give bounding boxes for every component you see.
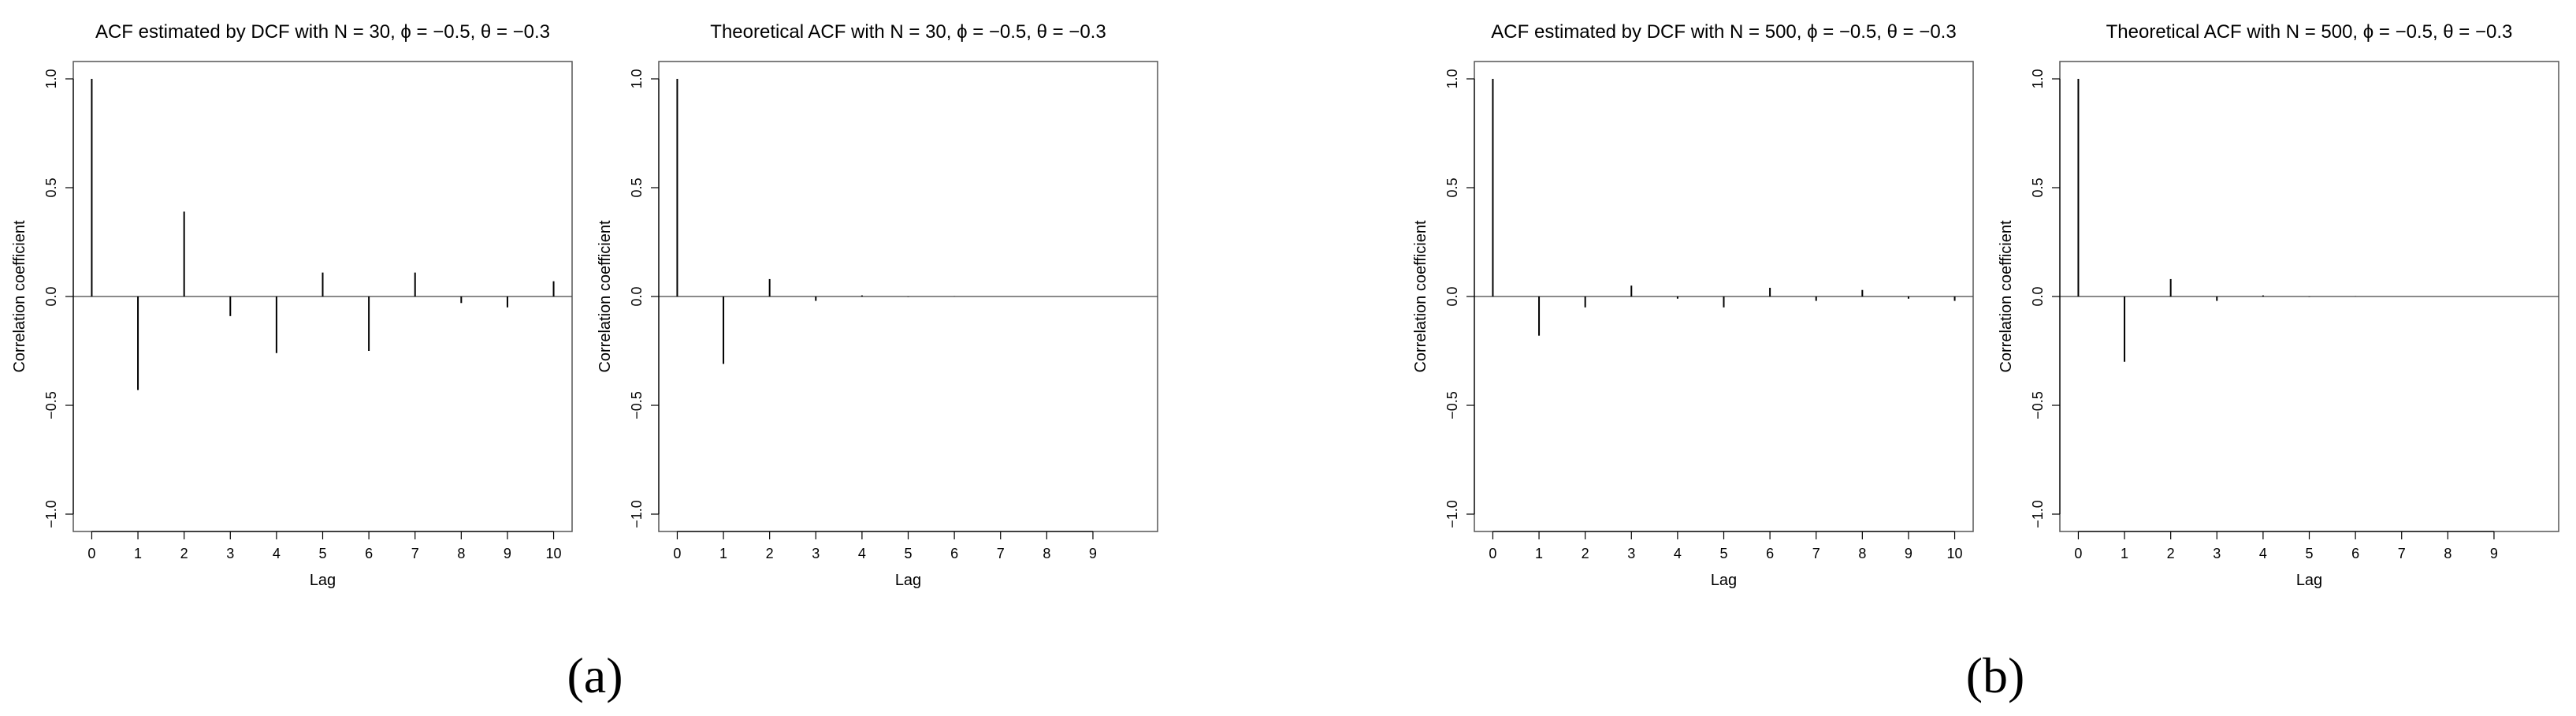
y-tick-label: −0.5 — [2030, 391, 2046, 420]
x-tick-label: 4 — [2259, 546, 2267, 561]
y-tick-label: 0.0 — [1444, 286, 1460, 306]
x-axis-label: Lag — [2296, 572, 2322, 589]
y-axis-label: Correlation coefficient — [597, 220, 614, 373]
x-tick-label: 4 — [273, 546, 281, 561]
x-tick-label: 1 — [1535, 546, 1543, 561]
x-tick-label: 1 — [719, 546, 727, 561]
x-tick-label: 10 — [1947, 546, 1963, 561]
y-tick-label: −0.5 — [629, 391, 645, 420]
x-tick-label: 9 — [504, 546, 511, 561]
x-tick-label: 3 — [812, 546, 820, 561]
x-tick-label: 5 — [1719, 546, 1727, 561]
y-tick-label: −0.5 — [43, 391, 59, 420]
x-tick-label: 3 — [2213, 546, 2221, 561]
y-axis-label: Correlation coefficient — [11, 220, 28, 373]
x-tick-label: 7 — [1812, 546, 1820, 561]
y-tick-label: 0.0 — [2030, 286, 2046, 306]
y-tick-label: 0.5 — [43, 177, 59, 197]
chart-title: Theoretical ACF with N = 30, ϕ = −0.5, θ… — [710, 21, 1106, 43]
x-tick-label: 4 — [858, 546, 866, 561]
x-tick-label: 6 — [1766, 546, 1774, 561]
x-tick-label: 2 — [180, 546, 188, 561]
x-tick-label: 7 — [2398, 546, 2406, 561]
chart-panel-1: Theoretical ACF with N = 30, ϕ = −0.5, θ… — [597, 21, 1158, 589]
x-tick-label: 6 — [365, 546, 373, 561]
x-tick-label: 3 — [226, 546, 234, 561]
x-tick-label: 0 — [1489, 546, 1496, 561]
x-tick-label: 5 — [904, 546, 912, 561]
x-tick-label: 0 — [673, 546, 681, 561]
x-tick-label: 7 — [997, 546, 1005, 561]
y-tick-label: 0.0 — [43, 286, 59, 306]
x-tick-label: 2 — [2167, 546, 2175, 561]
y-tick-label: 1.0 — [1444, 69, 1460, 88]
y-tick-label: −0.5 — [1444, 391, 1460, 420]
y-tick-label: 0.5 — [2030, 177, 2046, 197]
chart-title: Theoretical ACF with N = 500, ϕ = −0.5, … — [2106, 21, 2513, 43]
x-tick-label: 2 — [766, 546, 774, 561]
x-axis-label: Lag — [895, 572, 921, 589]
x-tick-label: 8 — [1043, 546, 1050, 561]
x-tick-label: 7 — [411, 546, 419, 561]
chart-title: ACF estimated by DCF with N = 500, ϕ = −… — [1491, 21, 1956, 43]
x-axis-label: Lag — [1711, 572, 1737, 589]
y-tick-label: 1.0 — [43, 69, 59, 88]
x-tick-label: 5 — [318, 546, 326, 561]
chart-panel-2: ACF estimated by DCF with N = 500, ϕ = −… — [1412, 21, 1974, 589]
y-axis-label: Correlation coefficient — [1998, 220, 2015, 373]
x-tick-label: 9 — [2490, 546, 2498, 561]
chart-panel-3: Theoretical ACF with N = 500, ϕ = −0.5, … — [1998, 21, 2559, 589]
x-tick-label: 3 — [1627, 546, 1635, 561]
x-tick-label: 1 — [134, 546, 142, 561]
x-tick-label: 8 — [2444, 546, 2451, 561]
y-tick-label: 0.5 — [629, 177, 645, 197]
y-tick-label: 0.0 — [629, 286, 645, 306]
subfigure-label-a: (a) — [567, 647, 623, 703]
y-tick-label: −1.0 — [629, 500, 645, 528]
y-tick-label: 1.0 — [2030, 69, 2046, 88]
y-tick-label: 0.5 — [1444, 177, 1460, 197]
x-tick-label: 0 — [2074, 546, 2082, 561]
x-tick-label: 6 — [2351, 546, 2359, 561]
x-tick-label: 8 — [1858, 546, 1866, 561]
x-tick-label: 5 — [2305, 546, 2313, 561]
y-tick-label: −1.0 — [43, 500, 59, 528]
x-tick-label: 4 — [1674, 546, 1682, 561]
y-tick-label: 1.0 — [629, 69, 645, 88]
x-tick-label: 6 — [950, 546, 958, 561]
y-tick-label: −1.0 — [2030, 500, 2046, 528]
x-tick-label: 0 — [87, 546, 95, 561]
x-tick-label: 2 — [1582, 546, 1589, 561]
y-tick-label: −1.0 — [1444, 500, 1460, 528]
x-tick-label: 9 — [1089, 546, 1097, 561]
x-axis-label: Lag — [310, 572, 336, 589]
x-tick-label: 10 — [546, 546, 562, 561]
x-tick-label: 8 — [457, 546, 465, 561]
x-tick-label: 1 — [2121, 546, 2128, 561]
chart-title: ACF estimated by DCF with N = 30, ϕ = −0… — [95, 21, 550, 43]
y-axis-label: Correlation coefficient — [1412, 220, 1429, 373]
chart-panel-0: ACF estimated by DCF with N = 30, ϕ = −0… — [11, 21, 573, 589]
subfigure-label-b: (b) — [1966, 647, 2025, 703]
x-tick-label: 9 — [1905, 546, 1912, 561]
